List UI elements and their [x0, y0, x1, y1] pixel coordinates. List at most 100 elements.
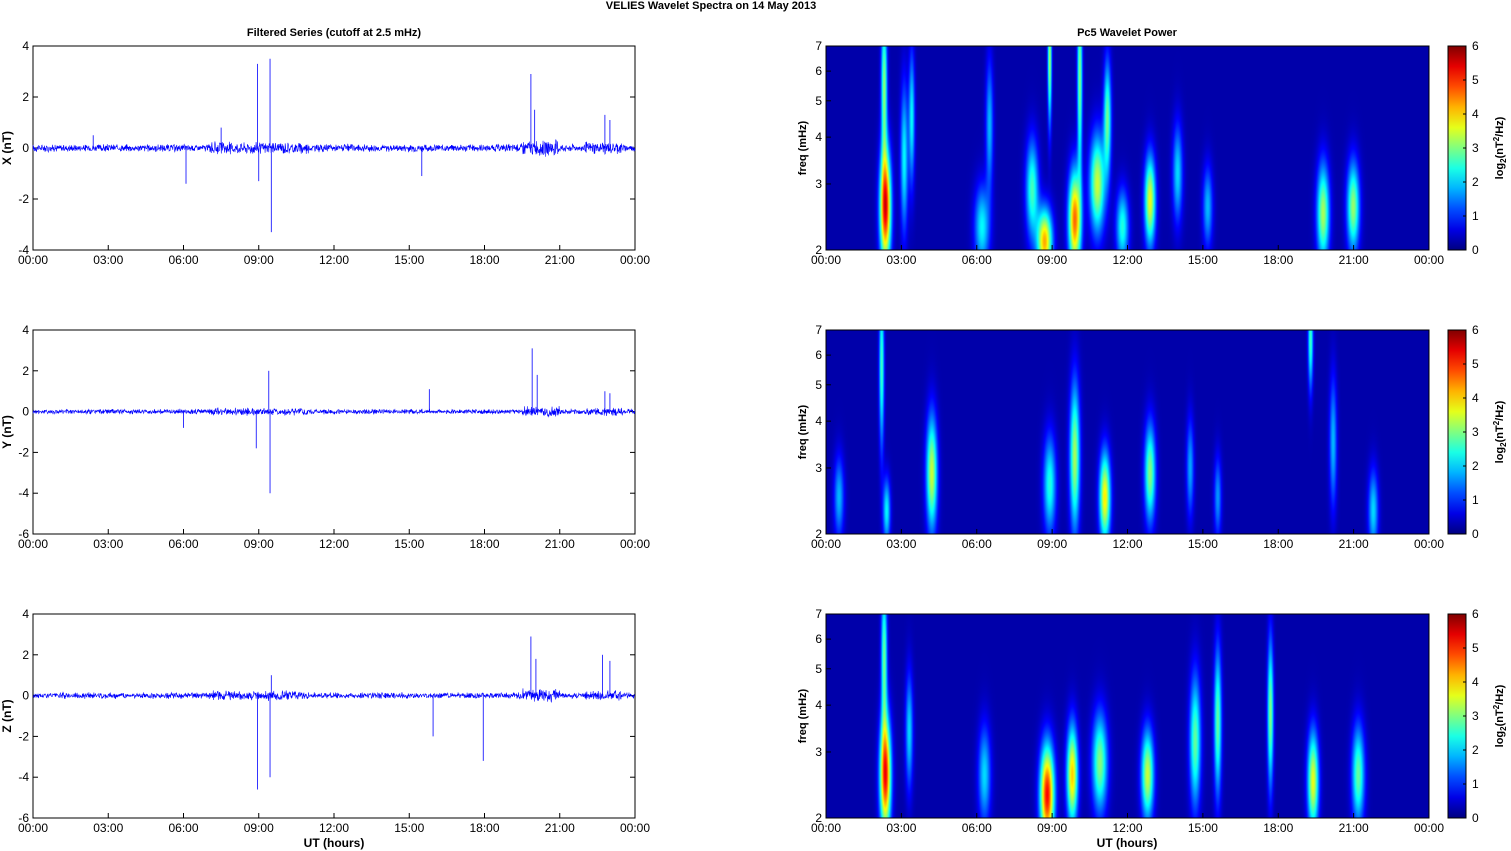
colorbar-tick-label: 0: [1472, 811, 1479, 825]
series-x-tick-label: 00:00: [620, 821, 650, 835]
series-x-tick-label: 06:00: [168, 253, 198, 267]
wavelet-y-label: freq (mHz): [797, 688, 809, 743]
wavelet-y-tick-label: 6: [815, 64, 822, 78]
series-y-tick-label: -2: [18, 445, 29, 459]
colorbar-label-part: /Hz): [1494, 400, 1506, 421]
wavelet-heatmap: [826, 614, 1429, 818]
series-x-tick-label: 15:00: [394, 253, 424, 267]
colorbar-tick-label: 2: [1472, 743, 1479, 757]
wavelet-y-tick-label: 6: [815, 348, 822, 362]
wavelet-x-tick-label: 00:00: [811, 253, 841, 267]
colorbar-label-part: 2: [1492, 136, 1501, 141]
wavelet-x-tick-label: 00:00: [1414, 537, 1444, 551]
series-y-tick-label: 4: [22, 607, 29, 621]
series-axes-box: [32, 613, 636, 819]
wavelet-y-tick-label: 7: [815, 323, 822, 337]
left-column-title: Filtered Series (cutoff at 2.5 mHz): [247, 27, 422, 39]
series-y-tick-label: -2: [18, 729, 29, 743]
wavelet-y-label: freq (mHz): [797, 120, 809, 175]
wavelet-y-tick-label: 2: [815, 243, 822, 257]
colorbar-tick-label: 3: [1472, 709, 1479, 723]
series-y-tick-label: 0: [22, 141, 29, 155]
colorbar-label: log2(nT2/Hz): [1492, 116, 1508, 179]
series-x-tick-label: 03:00: [93, 537, 123, 551]
series-x-tick-label: 18:00: [469, 821, 499, 835]
colorbar-label-part: (nT: [1494, 709, 1506, 726]
colorbar-tick-label: 4: [1472, 675, 1479, 689]
wavelet-x-tick-label: 18:00: [1263, 537, 1293, 551]
wavelet-y-label: freq (mHz): [797, 404, 809, 459]
colorbar-label-part: log: [1494, 163, 1506, 180]
series-x-tick-label: 15:00: [394, 821, 424, 835]
colorbar-label-part: log: [1494, 731, 1506, 748]
wavelet-x-tick-label: 00:00: [1414, 253, 1444, 267]
series-x-tick-label: 03:00: [93, 253, 123, 267]
series-x-tick-label: 00:00: [18, 253, 48, 267]
wavelet-x-tick-label: 00:00: [811, 537, 841, 551]
series-x-tick-label: 09:00: [244, 253, 274, 267]
wavelet-canvas: [826, 614, 1429, 818]
wavelet-x-tick-label: 06:00: [962, 537, 992, 551]
wavelet-heatmap: [826, 46, 1429, 250]
colorbar-label-part: 2: [1492, 420, 1501, 425]
series-trace: [32, 688, 636, 703]
wavelet-panel-y: 2 3 4 5 6 7 00:00 03:00 06:00 09:00 12:00 15:00 18:0…: [797, 323, 1508, 551]
series-y-tick-label: -4: [18, 770, 29, 784]
wavelet-y-tick-label: 7: [815, 607, 822, 621]
wavelet-y-tick-label: 3: [815, 745, 822, 759]
colorbar-tick-label: 5: [1472, 357, 1479, 371]
wavelet-x-tick-label: 00:00: [1414, 821, 1444, 835]
colorbar-label-part: 2: [1499, 442, 1508, 447]
wavelet-x-tick-label: 18:00: [1263, 253, 1293, 267]
wavelet-y-tick-label: 5: [815, 378, 822, 392]
series-x-tick-label: 09:00: [244, 821, 274, 835]
right-column-title: Pc5 Wavelet Power: [1077, 27, 1178, 39]
x-axis-label-right: UT (hours): [1097, 836, 1158, 850]
colorbar-label-part: 2: [1499, 158, 1508, 163]
wavelet-x-tick-label: 09:00: [1037, 537, 1067, 551]
series-y-tick-label: -2: [18, 192, 29, 206]
wavelet-canvas: [826, 330, 1429, 534]
wavelet-x-tick-label: 15:00: [1188, 537, 1218, 551]
wavelet-x-tick-label: 03:00: [886, 821, 916, 835]
series-y-tick-label: 2: [22, 648, 29, 662]
series-x-tick-label: 09:00: [244, 537, 274, 551]
wavelet-heatmap: [826, 330, 1429, 534]
wavelet-x-tick-label: 03:00: [886, 253, 916, 267]
series-y-tick-label: 0: [22, 689, 29, 703]
wavelet-y-tick-label: 4: [815, 130, 822, 144]
series-y-tick-label: 2: [22, 364, 29, 378]
wavelet-y-tick-label: 5: [815, 94, 822, 108]
colorbar-tick-label: 3: [1472, 425, 1479, 439]
wavelet-x-tick-label: 21:00: [1339, 821, 1369, 835]
series-y-tick-label: -6: [18, 527, 29, 541]
series-x-tick-label: 00:00: [620, 537, 650, 551]
series-x-tick-label: 12:00: [319, 537, 349, 551]
colorbar-tick-label: 5: [1472, 73, 1479, 87]
series-y-tick-label: 2: [22, 90, 29, 104]
wavelet-y-tick-label: 7: [815, 39, 822, 53]
wavelet-y-tick-label: 4: [815, 414, 822, 428]
series-x-tick-label: 15:00: [394, 537, 424, 551]
series-y-tick-label: -4: [18, 243, 29, 257]
series-x-tick-label: 00:00: [18, 537, 48, 551]
wavelet-canvas: [826, 46, 1429, 250]
series-x-tick-label: 21:00: [545, 821, 575, 835]
wavelet-x-tick-label: 12:00: [1112, 821, 1142, 835]
series-axes-box: [32, 329, 636, 535]
wavelet-x-tick-label: 18:00: [1263, 821, 1293, 835]
series-y-tick-label: -4: [18, 486, 29, 500]
colorbar-label: log2(nT2/Hz): [1492, 400, 1508, 463]
colorbar-label-part: /Hz): [1494, 116, 1506, 137]
wavelet-panel-z: 2 3 4 5 6 7 00:00 03:00 06:00 09:00 12:00 15:00 18:0…: [797, 607, 1508, 835]
wavelet-x-tick-label: 21:00: [1339, 253, 1369, 267]
series-panel-z: -6 -4 -2 0 2 4 00:00 03:00 06:00 09:00 12:00 15:00 1…: [0, 607, 650, 835]
series-x-tick-label: 21:00: [545, 253, 575, 267]
colorbar-tick-label: 4: [1472, 391, 1479, 405]
colorbar-tick-label: 2: [1472, 459, 1479, 473]
wavelet-x-tick-label: 03:00: [886, 537, 916, 551]
colorbar-tick-label: 2: [1472, 175, 1479, 189]
colorbar-tick-label: 1: [1472, 209, 1479, 223]
colorbar-tick-label: 5: [1472, 641, 1479, 655]
